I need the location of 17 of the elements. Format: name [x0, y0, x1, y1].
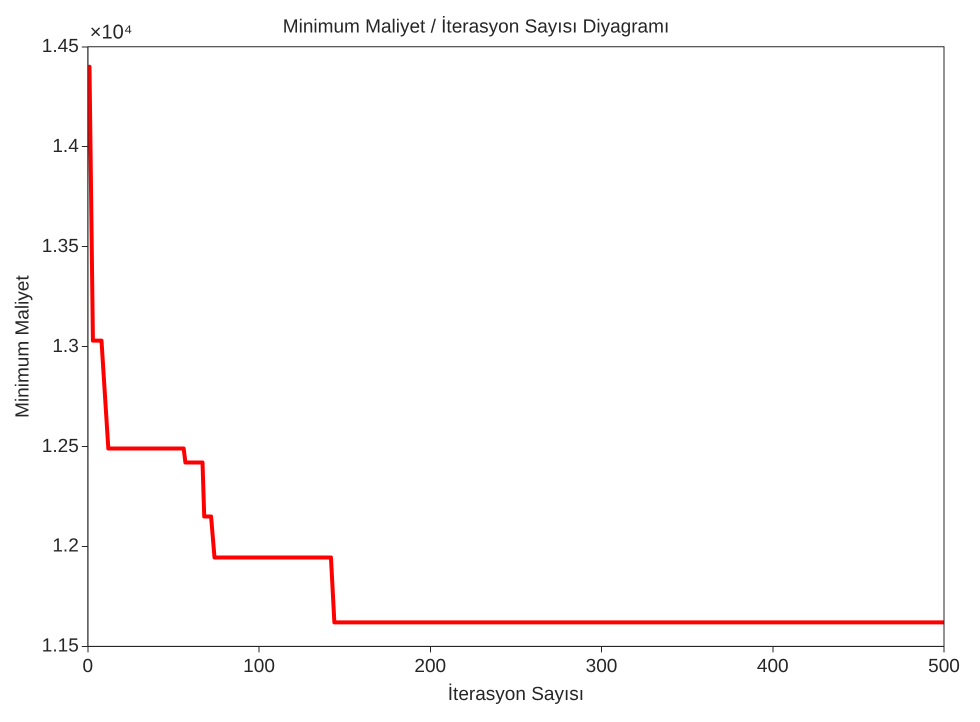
y-axis-title: Minimum Maliyet: [12, 274, 34, 418]
y-tick-label: 1.3: [52, 336, 79, 357]
x-tick-label: 400: [756, 656, 789, 678]
y-tick-label: 1.35: [42, 236, 79, 257]
x-tick-label: 500: [928, 656, 960, 678]
x-tick-label: 100: [243, 656, 275, 678]
x-tick-label: 0: [82, 656, 94, 678]
x-axis-title: İterasyon Sayısı: [448, 682, 584, 705]
text: ×10⁴: [90, 21, 132, 44]
y-tick-label: 1.2: [52, 536, 79, 557]
x-tick-label: 200: [414, 656, 446, 678]
y-tick-label: 1.25: [42, 436, 79, 457]
chart-title: Minimum Maliyet / İterasyon Sayısı Diyagramı: [282, 16, 670, 38]
y-tick-label: 1.4: [52, 136, 80, 157]
x-tick-label: 300: [586, 656, 618, 678]
y-tick-label: 1.15: [42, 636, 79, 657]
y-tick-label: 1.45: [42, 36, 79, 58]
